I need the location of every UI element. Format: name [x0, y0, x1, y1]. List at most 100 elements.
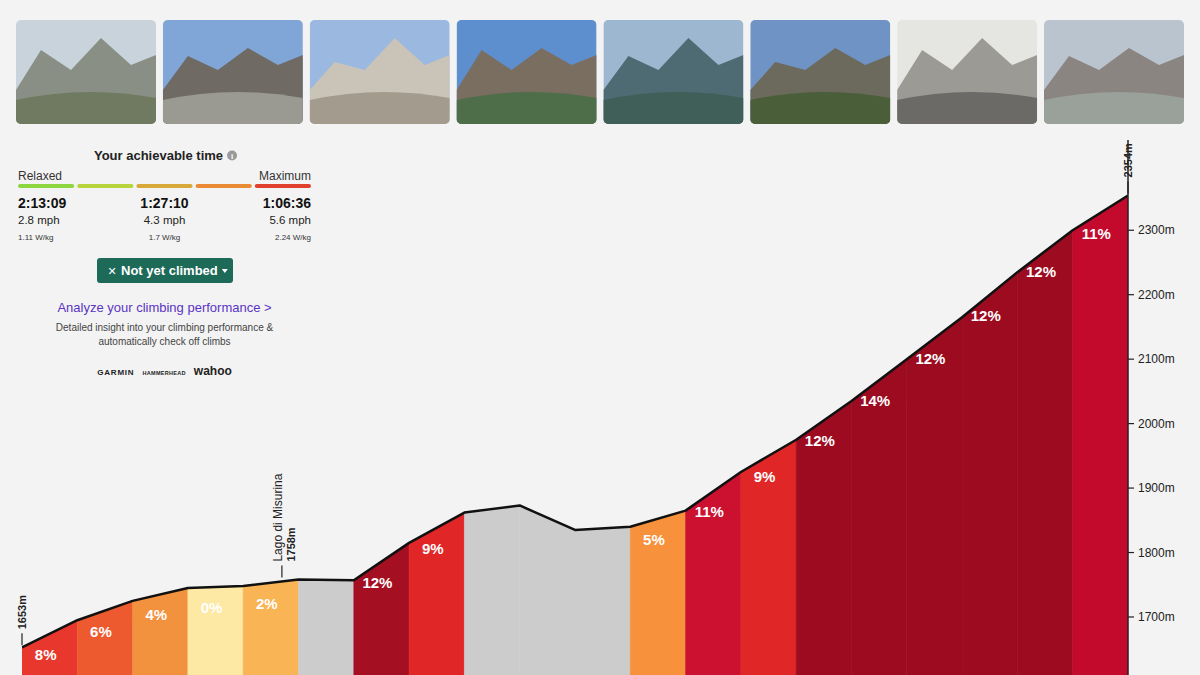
photo — [457, 20, 597, 124]
y-axis: 1700m1800m1900m2000m2100m2200m2300m — [1128, 140, 1175, 675]
gradient-label: 12% — [915, 350, 945, 367]
photo-mountain — [603, 38, 743, 124]
photo-sky — [310, 20, 450, 124]
brand: wahoo — [193, 364, 232, 378]
photo-ground — [750, 92, 890, 124]
elevation-chart: 8%6%4%0%2%12%9%5%11%9%12%14%12%12%12%11%… — [16, 140, 1175, 675]
y-tick — [1128, 487, 1134, 488]
button-text: Not yet climbed — [121, 263, 218, 278]
photo-mountain — [310, 38, 450, 124]
description-line: Detailed insight into your climbing perf… — [56, 322, 274, 333]
button-icon: ✕ — [107, 265, 116, 277]
power: 1.11 W/kg — [18, 233, 53, 242]
analyze-link[interactable]: Analyze your climbing performance > — [57, 300, 271, 315]
photo-ground — [163, 92, 303, 124]
gradient-label: 14% — [860, 392, 890, 409]
y-tick — [1128, 423, 1134, 424]
gradient-label: 12% — [1026, 263, 1056, 280]
gradient-label: 2% — [256, 595, 278, 612]
photo-ground — [457, 92, 597, 124]
photo — [310, 20, 450, 124]
brand: GARMIN — [97, 368, 134, 377]
photo — [603, 20, 743, 124]
photo-sky — [897, 20, 1037, 124]
photo-mountain — [457, 48, 597, 124]
elevation-line — [22, 195, 1128, 647]
info-icon — [227, 151, 237, 161]
scale-segment — [136, 184, 192, 188]
y-tick-label: 2200m — [1138, 288, 1175, 302]
gradient-label: 5% — [643, 531, 665, 548]
annotation-label: 1758m — [285, 527, 297, 561]
photo-sky — [603, 20, 743, 124]
y-tick — [1128, 616, 1134, 617]
gradient-labels: 8%6%4%0%2%12%9%5%11%9%12%14%12%12%12%11% — [35, 225, 1111, 663]
gradient-segment — [188, 586, 243, 675]
y-tick-label: 2100m — [1138, 352, 1175, 366]
y-axis-line — [1127, 140, 1129, 675]
photo-strip — [16, 20, 1184, 124]
y-tick — [1128, 359, 1134, 360]
scale-right: Maximum — [259, 169, 311, 183]
photo-ground — [897, 92, 1037, 124]
gradient-segment — [630, 511, 685, 675]
gradient-segment — [22, 620, 77, 675]
y-tick — [1128, 230, 1134, 231]
time: 1:06:36 — [263, 195, 311, 211]
gradient-label: 0% — [201, 599, 223, 616]
gradient-segment — [575, 527, 630, 675]
speed: 4.3 mph — [144, 214, 186, 226]
climbed-button[interactable] — [97, 258, 233, 283]
brand: HAMMERHEAD — [142, 370, 185, 376]
photo-sky — [16, 20, 156, 124]
gradient-segment — [299, 580, 354, 675]
gradient-label: 11% — [1082, 225, 1111, 242]
annotation-tick — [21, 633, 22, 645]
button-caret — [222, 269, 228, 273]
photo-sky — [457, 20, 597, 124]
annotations: 1653m Lago di Misurina1758m 2354m — [16, 143, 1134, 645]
gradient-segment — [520, 505, 575, 675]
speed: 5.6 mph — [269, 214, 311, 226]
photo — [163, 20, 303, 124]
y-tick-label: 2300m — [1138, 223, 1175, 237]
gradient-segment — [77, 601, 132, 675]
gradient-segment — [464, 505, 519, 675]
plot-marks — [22, 195, 1128, 675]
power: 1.7 W/kg — [149, 233, 181, 242]
gradient-segment — [907, 317, 962, 675]
photo-mountain — [1044, 48, 1184, 124]
photo-mountain — [16, 38, 156, 124]
gradient-label: 9% — [422, 540, 444, 557]
gradient-segment — [852, 359, 907, 675]
gradient-label: 12% — [971, 307, 1001, 324]
annotation-tick — [1127, 181, 1128, 193]
annotation-label: 2354m — [1122, 143, 1134, 177]
y-tick-label: 1700m — [1138, 610, 1175, 624]
time: 1:27:10 — [140, 195, 188, 211]
description-line: automatically check off climbs — [98, 336, 230, 347]
photo — [750, 20, 890, 124]
photo-ground — [310, 92, 450, 124]
gradient-segment — [686, 472, 741, 675]
gradient-segment — [1073, 195, 1128, 675]
photo-ground — [1044, 92, 1184, 124]
y-tick — [1128, 552, 1134, 553]
gradient-label: 12% — [362, 574, 392, 591]
photo — [16, 20, 156, 124]
photo-mountain — [163, 48, 303, 124]
photo-sky — [163, 20, 303, 124]
panel-title: Your achievable time — [94, 148, 223, 163]
annotation-tick — [281, 566, 282, 578]
photo-sky — [750, 20, 890, 124]
photo — [1044, 20, 1184, 124]
annotation-label: 1653m — [16, 595, 28, 629]
photo-mountain — [897, 38, 1037, 124]
gradient-label: 4% — [145, 606, 167, 623]
scale-left: Relaxed — [18, 169, 62, 183]
y-tick-label: 1900m — [1138, 481, 1175, 495]
annotation-text: Lago di Misurina — [271, 473, 285, 561]
info-icon-text: i — [231, 152, 233, 161]
speed: 2.8 mph — [18, 214, 60, 226]
page: Your achievable timeiRelaxedMaximum2:13:… — [0, 0, 1200, 675]
